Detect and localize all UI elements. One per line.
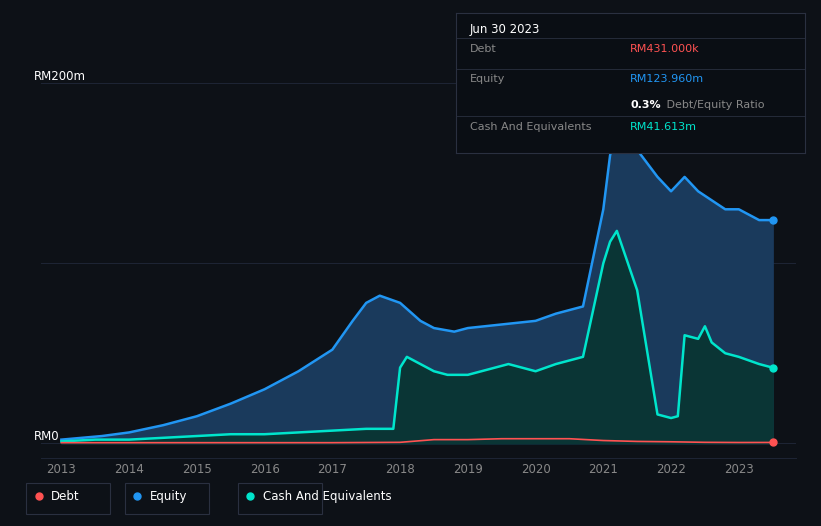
Text: Equity: Equity	[470, 75, 505, 85]
Text: 0.3%: 0.3%	[631, 99, 661, 109]
Text: RM123.960m: RM123.960m	[631, 75, 704, 85]
Text: Equity: Equity	[149, 490, 187, 503]
Text: Debt: Debt	[51, 490, 80, 503]
Text: Debt: Debt	[470, 44, 497, 54]
Text: Debt/Equity Ratio: Debt/Equity Ratio	[663, 99, 765, 109]
Text: RM200m: RM200m	[34, 70, 85, 83]
Text: Jun 30 2023: Jun 30 2023	[470, 23, 540, 36]
FancyBboxPatch shape	[238, 483, 322, 513]
Text: RM41.613m: RM41.613m	[631, 122, 697, 132]
Text: Cash And Equivalents: Cash And Equivalents	[470, 122, 591, 132]
Text: RM0: RM0	[34, 430, 59, 443]
FancyBboxPatch shape	[125, 483, 209, 513]
Text: Cash And Equivalents: Cash And Equivalents	[263, 490, 392, 503]
Text: RM431.000k: RM431.000k	[631, 44, 699, 54]
FancyBboxPatch shape	[26, 483, 110, 513]
